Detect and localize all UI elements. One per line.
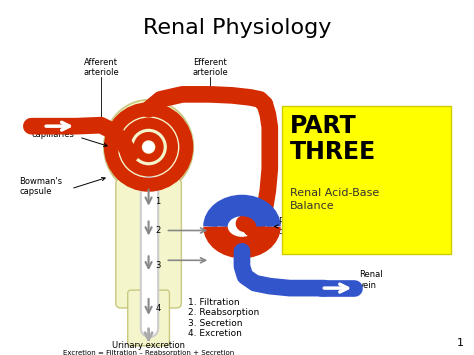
FancyBboxPatch shape: [128, 290, 169, 346]
Text: Efferent
arteriole: Efferent arteriole: [192, 58, 228, 77]
Text: Urinary excretion: Urinary excretion: [112, 341, 185, 350]
Text: 3: 3: [155, 261, 161, 270]
Text: Excretion = Filtration – Reabsorption + Secretion: Excretion = Filtration – Reabsorption + …: [63, 350, 234, 355]
FancyBboxPatch shape: [282, 106, 451, 254]
Text: 4: 4: [155, 304, 161, 313]
Text: Renal Physiology: Renal Physiology: [143, 18, 331, 38]
FancyBboxPatch shape: [116, 179, 182, 308]
Ellipse shape: [104, 100, 193, 194]
Text: Glomerular
capillaries: Glomerular capillaries: [31, 119, 79, 139]
Text: Renal Acid-Base
Balance: Renal Acid-Base Balance: [290, 188, 379, 212]
Text: 1. Filtration
2. Reabsorption
3. Secretion
4. Excretion: 1. Filtration 2. Reabsorption 3. Secreti…: [188, 298, 259, 338]
Text: Bowman's
capsule: Bowman's capsule: [19, 177, 63, 196]
Text: Afferent
arteriole: Afferent arteriole: [83, 58, 119, 77]
Text: 1: 1: [456, 338, 464, 348]
Circle shape: [143, 141, 155, 153]
Text: PART
THREE: PART THREE: [290, 114, 376, 164]
Text: Renal
vein: Renal vein: [359, 271, 383, 290]
Text: 1: 1: [155, 197, 161, 206]
Text: 2: 2: [155, 226, 161, 235]
Text: Peritubular
capillaries: Peritubular capillaries: [278, 217, 324, 236]
